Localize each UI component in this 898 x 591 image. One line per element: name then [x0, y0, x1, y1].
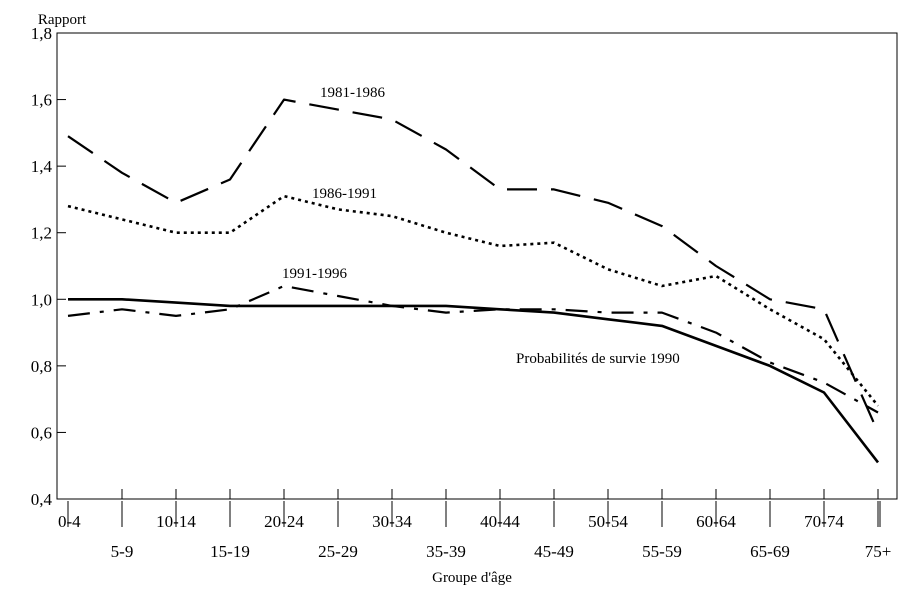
x-tick-label: 30-34	[372, 512, 412, 531]
x-tick-label: 20-24	[264, 512, 304, 531]
y-axis: 0,4 0,6 0,8 1,0 1,2 1,4 1,6 1,8	[31, 24, 66, 509]
y-axis-title: Rapport	[38, 12, 87, 28]
y-tick-label: 1,6	[31, 91, 52, 110]
x-tick-label: 15-19	[210, 542, 250, 561]
x-tick-label: 0-4	[58, 512, 81, 531]
x-tick-label: 75+	[865, 542, 892, 561]
y-tick-label: 0,6	[31, 423, 52, 442]
x-tick-label: 70-74	[804, 512, 844, 531]
series-label: 1981-1986	[320, 85, 385, 101]
x-tick-label: 40-44	[480, 512, 520, 531]
y-tick-label: 0,4	[31, 490, 53, 509]
x-tick-label: 25-29	[318, 542, 358, 561]
x-axis: 0-4 5-9 10-14 15-19 20-24 25-29 30-34 35-39 40-4…	[58, 489, 891, 561]
series-label: Probabilités de survie 1990	[516, 351, 680, 367]
series-label: 1986-1991	[312, 186, 377, 202]
y-tick-label: 0,8	[31, 357, 52, 376]
x-tick-label: 50-54	[588, 512, 628, 531]
x-tick-label: 55-59	[642, 542, 682, 561]
y-tick-label: 1,8	[31, 24, 52, 43]
x-tick-label: 45-49	[534, 542, 574, 561]
series-line	[67, 284, 879, 414]
x-axis-title: Groupe d'âge	[432, 570, 512, 586]
series-label: 1991-1996	[282, 266, 347, 282]
series-line	[68, 297, 880, 464]
y-tick-label: 1,2	[31, 224, 52, 243]
y-tick-label: 1,4	[31, 157, 53, 176]
series-line	[67, 98, 880, 433]
y-tick-label: 1,0	[31, 290, 52, 309]
x-tick-label: 35-39	[426, 542, 466, 561]
series-group	[67, 98, 880, 464]
series-labels: 1981-1986 1986-1991 1991-1996 Probabilités …	[282, 85, 680, 367]
x-tick-label: 65-69	[750, 542, 790, 561]
x-tick-label: 5-9	[111, 542, 134, 561]
x-tick-label: 10-14	[156, 512, 196, 531]
series-line	[67, 194, 880, 407]
x-tick-label: 60-64	[696, 512, 736, 531]
plot-frame	[56, 32, 898, 500]
